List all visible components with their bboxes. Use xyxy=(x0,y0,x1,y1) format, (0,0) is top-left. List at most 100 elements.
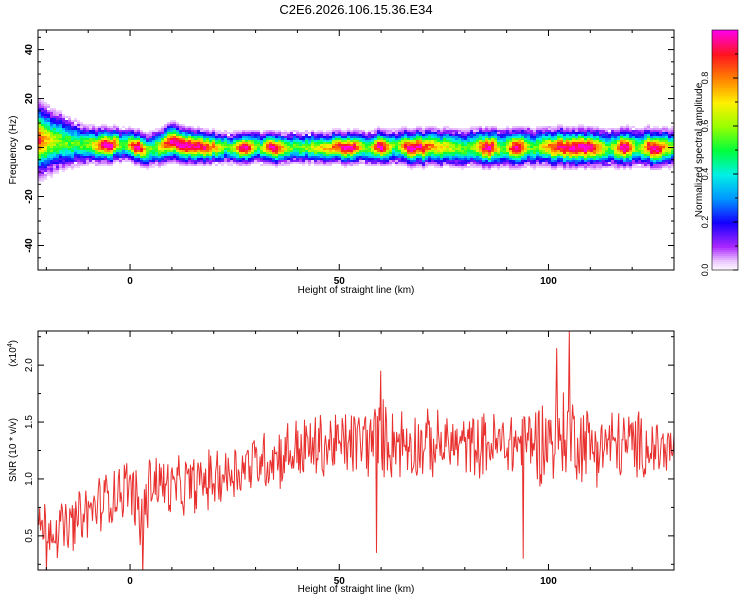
heatmap-cell xyxy=(443,150,446,152)
heatmap-cell xyxy=(41,104,44,106)
heatmap-cell xyxy=(581,148,584,150)
colorbar-segment xyxy=(712,58,738,60)
heatmap-cell xyxy=(380,152,383,154)
heatmap-cell xyxy=(431,156,434,158)
heatmap-cell xyxy=(308,146,311,148)
heatmap-cell xyxy=(200,128,203,130)
heatmap-cell xyxy=(176,136,179,138)
heatmap-cell xyxy=(155,142,158,144)
heatmap-cell xyxy=(104,126,107,128)
heatmap-cell xyxy=(308,156,311,158)
heatmap-cell xyxy=(620,142,623,144)
heatmap-cell xyxy=(473,134,476,136)
heatmap-cell xyxy=(473,166,476,168)
heatmap-cell xyxy=(50,124,53,126)
heatmap-cell xyxy=(650,128,653,130)
heatmap-cell xyxy=(200,132,203,134)
heatmap-cell xyxy=(632,136,635,138)
heatmap-cell xyxy=(332,156,335,158)
heatmap-cell xyxy=(563,142,566,144)
heatmap-cell xyxy=(383,138,386,140)
heatmap-cell xyxy=(515,138,518,140)
heatmap-cell xyxy=(128,154,131,156)
heatmap-cell xyxy=(452,144,455,146)
heatmap-cell xyxy=(200,150,203,152)
heatmap-cell xyxy=(491,150,494,152)
heatmap-cell xyxy=(89,154,92,156)
heatmap-cell xyxy=(656,144,659,146)
heatmap-cell xyxy=(668,130,671,132)
heatmap-cell xyxy=(110,156,113,158)
heatmap-cell xyxy=(512,132,515,134)
heatmap-cell xyxy=(485,156,488,158)
heatmap-cell xyxy=(47,134,50,136)
heatmap-cell xyxy=(473,138,476,140)
heatmap-cell xyxy=(281,146,284,148)
heatmap-cell xyxy=(95,164,98,166)
heatmap-cell xyxy=(278,144,281,146)
heatmap-cell xyxy=(449,132,452,134)
heatmap-cell xyxy=(536,128,539,130)
heatmap-cell xyxy=(473,130,476,132)
heatmap-cell xyxy=(557,134,560,136)
heatmap-cell xyxy=(335,152,338,154)
heatmap-cell xyxy=(92,126,95,128)
snr-series xyxy=(38,331,674,570)
heatmap-cell xyxy=(587,138,590,140)
heatmap-cell xyxy=(434,142,437,144)
heatmap-cell xyxy=(350,146,353,148)
heatmap-cell xyxy=(296,130,299,132)
heatmap-cell xyxy=(164,162,167,164)
heatmap-cell xyxy=(176,134,179,136)
heatmap-cell xyxy=(551,126,554,128)
heatmap-cell xyxy=(428,158,431,160)
heatmap-cell xyxy=(278,132,281,134)
heatmap-cell xyxy=(647,142,650,144)
heatmap-cell xyxy=(254,144,257,146)
heatmap-cell xyxy=(62,152,65,154)
heatmap-cell xyxy=(449,142,452,144)
heatmap-cell xyxy=(143,164,146,166)
heatmap-cell xyxy=(593,150,596,152)
heatmap-cell xyxy=(488,162,491,164)
heatmap-cell xyxy=(239,156,242,158)
heatmap-cell xyxy=(206,128,209,130)
heatmap-cell xyxy=(497,144,500,146)
heatmap-cell xyxy=(380,138,383,140)
heatmap-cell xyxy=(446,154,449,156)
heatmap-cell xyxy=(344,142,347,144)
heatmap-cell xyxy=(170,162,173,164)
heatmap-cell xyxy=(662,158,665,160)
heatmap-cell xyxy=(143,150,146,152)
heatmap-cell xyxy=(413,138,416,140)
heatmap-cell xyxy=(296,140,299,142)
heatmap-cell xyxy=(302,150,305,152)
heatmap-cell xyxy=(560,148,563,150)
heatmap-cell xyxy=(224,158,227,160)
heatmap-cell xyxy=(542,164,545,166)
heatmap-cell xyxy=(98,140,101,142)
heatmap-cell xyxy=(176,152,179,154)
heatmap-cell xyxy=(191,146,194,148)
heatmap-cell xyxy=(89,128,92,130)
heatmap-cell xyxy=(548,132,551,134)
heatmap-cell xyxy=(662,142,665,144)
heatmap-cell xyxy=(476,162,479,164)
heatmap-cell xyxy=(173,124,176,126)
heatmap-cell xyxy=(383,146,386,148)
heatmap-cell xyxy=(194,140,197,142)
heatmap-cell xyxy=(233,140,236,142)
heatmap-cell xyxy=(536,126,539,128)
heatmap-cell xyxy=(608,148,611,150)
heatmap-cell xyxy=(527,126,530,128)
heatmap-cell xyxy=(557,136,560,138)
heatmap-cell xyxy=(479,158,482,160)
heatmap-cell xyxy=(326,160,329,162)
heatmap-cell xyxy=(176,122,179,124)
heatmap-cell xyxy=(311,150,314,152)
heatmap-cell xyxy=(128,142,131,144)
colorbar-segment xyxy=(712,204,738,206)
heatmap-cell xyxy=(311,154,314,156)
heatmap-cell xyxy=(407,150,410,152)
heatmap-cell xyxy=(461,168,464,170)
